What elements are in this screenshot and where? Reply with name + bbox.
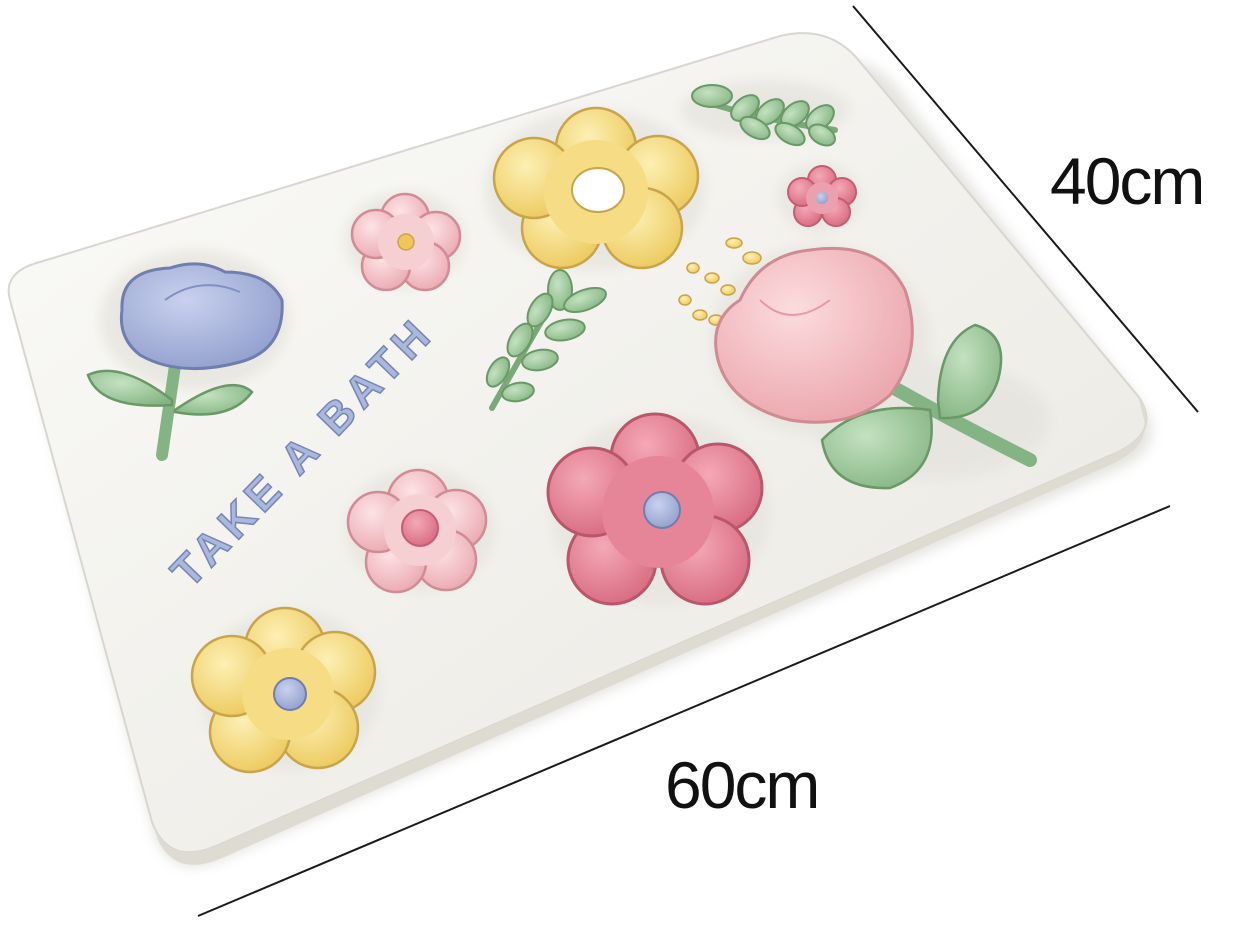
yellow-flower-small (190, 606, 377, 774)
leaf-sprig-top (691, 84, 838, 147)
pink-flower-small-topright (787, 165, 857, 227)
width-dimension-label: 60cm (665, 748, 820, 822)
depth-dimension-line (852, 5, 1199, 413)
width-dimension-line (197, 505, 1171, 917)
pink-flower-large (546, 412, 764, 606)
yellow-dots (678, 237, 762, 326)
pink-tulip (714, 246, 1037, 490)
leaf-sprig-middle (485, 269, 607, 411)
depth-dimension-label: 40cm (1050, 144, 1205, 218)
pink-flower-small-top (350, 192, 462, 292)
lavender-tulip (86, 262, 284, 461)
yellow-flower-large (492, 106, 700, 270)
pink-flower-medium (346, 468, 488, 594)
